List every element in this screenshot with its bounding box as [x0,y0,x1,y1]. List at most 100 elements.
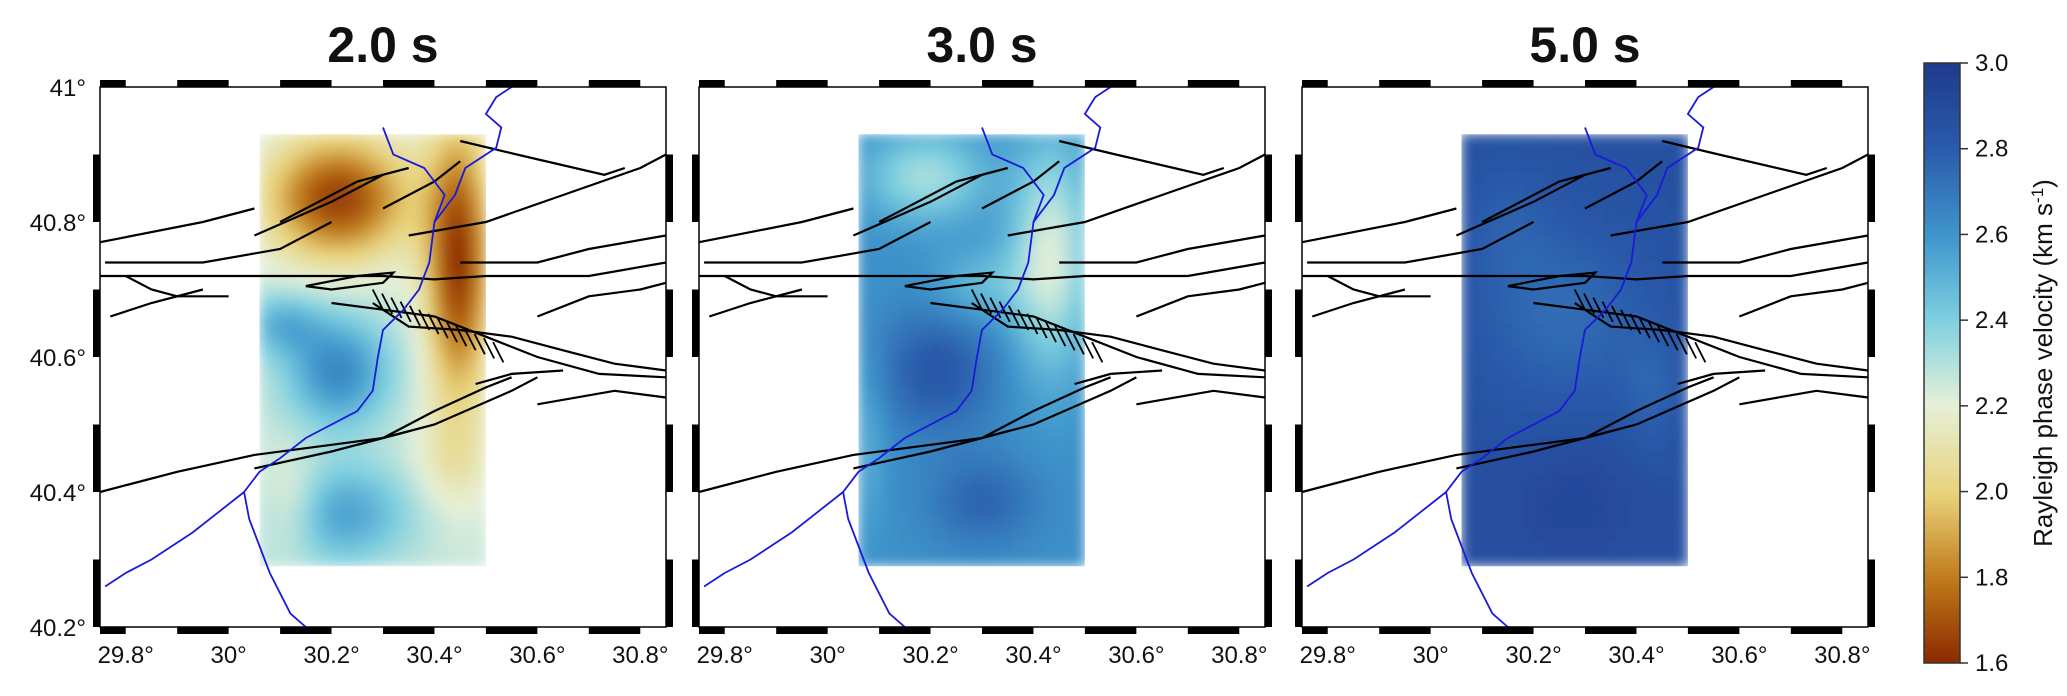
velocity-cell [392,197,405,211]
fault-line [279,166,409,223]
velocity-cell [361,514,374,529]
velocity-cell [423,286,435,300]
velocity-cell [1481,286,1493,300]
velocity-cell [382,489,394,504]
velocity-cell [1063,273,1076,288]
velocity-cell [930,527,942,542]
velocity-cell [454,286,466,300]
velocity-cell [878,311,890,326]
velocity-cell [1481,349,1493,364]
velocity-cell [991,362,1004,377]
velocity-cell [433,349,446,364]
velocity-cell [1481,209,1493,224]
velocity-cell [1533,502,1545,516]
velocity-cell [858,298,870,313]
velocity-cell [899,337,911,351]
velocity-cell [950,209,962,224]
velocity-cell [279,514,291,529]
velocity-cell [361,349,374,364]
fault-line [475,369,564,386]
velocity-cell [1656,553,1668,567]
velocity-cell [960,235,973,250]
velocity-cell [971,425,983,440]
velocity-cell [382,553,394,567]
velocity-cell [991,476,1004,491]
velocity-cell [1656,527,1668,542]
velocity-cell [1594,209,1607,224]
velocity-cell [1543,134,1555,148]
map-panels: 2.0 s29.8° 30° 30.2° 30.4° 30.6° 30.8°41°40.8… [30,17,1875,669]
velocity-cell [372,235,384,250]
velocity-cell [868,298,880,313]
velocity-cell [981,311,993,326]
velocity-cell [1032,248,1045,262]
velocity-cell [1574,527,1586,542]
velocity-cell [878,451,890,466]
velocity-cell [858,438,870,453]
velocity-cell [403,248,415,262]
velocity-cell [444,540,456,555]
map-frame-ticks [692,80,1272,634]
velocity-cell [1491,464,1504,478]
velocity-cell [310,184,322,199]
velocity-cell [1563,438,1576,453]
velocity-cell [300,184,312,199]
velocity-cell [279,248,291,262]
velocity-cell [341,489,353,504]
velocity-cell [351,222,363,237]
velocity-cell [1053,553,1065,567]
velocity-cell [259,514,271,529]
velocity-cell [940,134,952,148]
velocity-cell [1502,235,1514,250]
velocity-cell [392,260,405,275]
velocity-cell [1481,222,1493,237]
fault-line [537,389,667,406]
velocity-cell [1656,134,1668,148]
velocity-cell [1563,464,1576,478]
velocity-cell [351,260,363,275]
velocity-cell [1512,375,1524,389]
velocity-cell [1481,146,1493,161]
velocity-cell [341,324,353,339]
velocity-cell [1002,337,1014,351]
velocity-cell [1533,527,1545,542]
velocity-cell [981,476,993,491]
velocity-cell [1053,248,1065,262]
velocity-cell [1481,159,1493,173]
velocity-cell [1461,375,1473,389]
fault-segment [483,337,495,359]
velocity-cell [1481,197,1493,211]
velocity-cell [382,438,394,453]
velocity-cell [919,260,932,275]
velocity-cell [1646,134,1658,148]
velocity-cell [300,222,312,237]
velocity-cell [950,286,962,300]
velocity-cell [259,489,271,504]
velocity-cell [444,235,456,250]
velocity-cell [858,235,870,250]
velocity-cell [454,540,466,555]
velocity-cell [991,514,1004,529]
velocity-cell [1032,146,1045,161]
velocity-cell [1574,489,1586,504]
velocity-cell [991,273,1004,288]
velocity-cell [1491,451,1504,466]
fault-line [357,376,538,446]
velocity-cell [950,489,962,504]
velocity-cell [1543,375,1555,389]
velocity-cell [1043,159,1055,173]
fault-line [1007,153,1266,237]
velocity-cell [909,464,921,478]
velocity-cell [940,209,952,224]
velocity-cell [1677,413,1688,427]
velocity-cell [960,375,973,389]
velocity-cell [1481,400,1493,415]
velocity-cell [1074,273,1085,288]
velocity-cell [909,235,921,250]
velocity-cell [950,400,962,415]
velocity-cell [960,387,973,402]
velocity-cell [1022,222,1034,237]
velocity-cell [950,260,962,275]
velocity-cell [1635,260,1648,275]
velocity-cell [1574,476,1586,491]
